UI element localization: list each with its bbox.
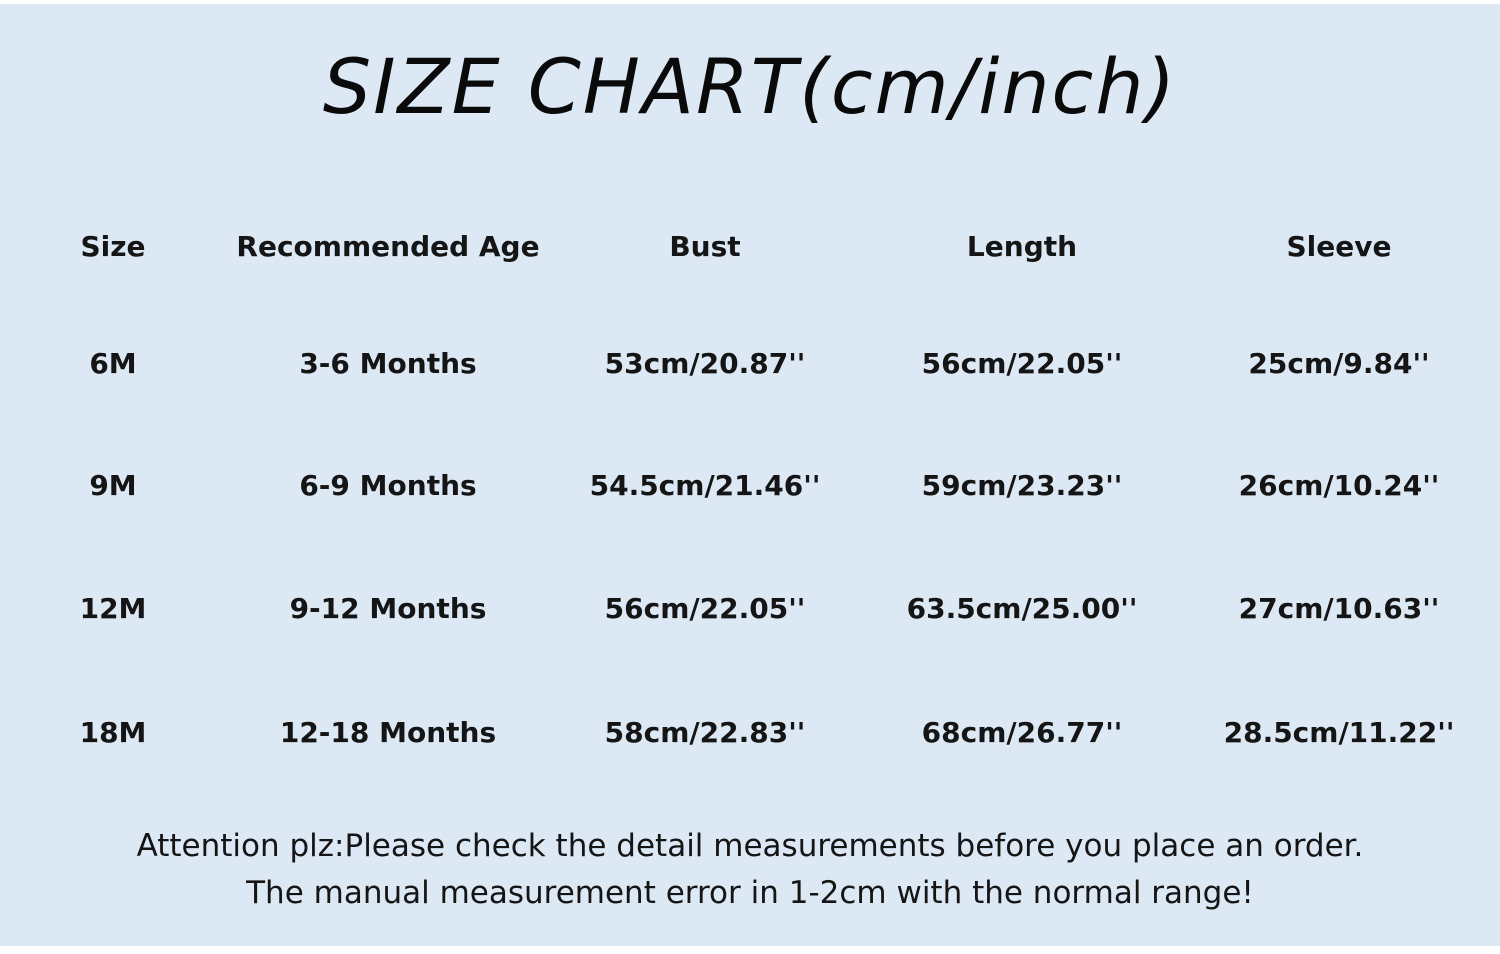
header-length: Length: [966, 230, 1078, 263]
cell-bust: 53cm/20.87'': [604, 347, 806, 380]
attention-note: Attention plz:Please check the detail me…: [136, 828, 1364, 864]
cell-bust: 58cm/22.83'': [604, 716, 806, 749]
header-sleeve: Sleeve: [1286, 230, 1392, 263]
cell-bust: 54.5cm/21.46'': [589, 469, 821, 502]
cell-recommended-age: 6-9 Months: [299, 469, 477, 502]
cell-length: 59cm/23.23'': [921, 469, 1123, 502]
cell-length: 56cm/22.05'': [921, 347, 1123, 380]
cell-size: 18M: [79, 716, 147, 749]
header-bust: Bust: [669, 230, 741, 263]
cell-recommended-age: 9-12 Months: [289, 592, 487, 625]
cell-size: 12M: [79, 592, 147, 625]
cell-sleeve: 26cm/10.24'': [1238, 469, 1440, 502]
measurement-note: The manual measurement error in 1-2cm wi…: [246, 875, 1254, 911]
size-chart-panel: [0, 4, 1500, 946]
cell-recommended-age: 12-18 Months: [279, 716, 497, 749]
cell-size: 9M: [89, 469, 137, 502]
cell-recommended-age: 3-6 Months: [299, 347, 477, 380]
cell-length: 63.5cm/25.00'': [906, 592, 1138, 625]
cell-size: 6M: [89, 347, 137, 380]
cell-sleeve: 28.5cm/11.22'': [1223, 716, 1455, 749]
cell-sleeve: 27cm/10.63'': [1238, 592, 1440, 625]
chart-title: SIZE CHART(cm/inch): [322, 42, 1178, 131]
header-recommended-age: Recommended Age: [236, 230, 540, 263]
cell-length: 68cm/26.77'': [921, 716, 1123, 749]
header-size: Size: [80, 230, 146, 263]
cell-bust: 56cm/22.05'': [604, 592, 806, 625]
cell-sleeve: 25cm/9.84'': [1248, 347, 1430, 380]
